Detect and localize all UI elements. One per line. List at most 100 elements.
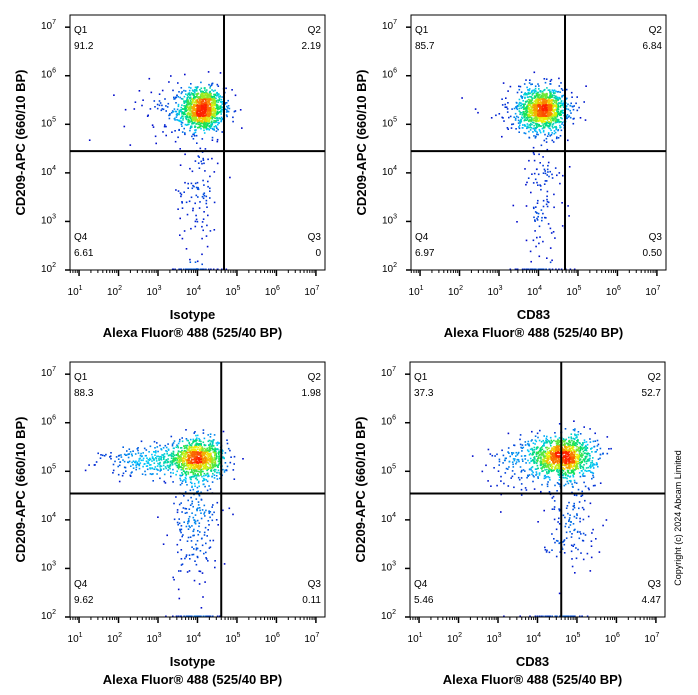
data-point (500, 493, 502, 496)
data-point (526, 108, 529, 110)
data-point (196, 87, 198, 90)
data-point (192, 505, 194, 508)
data-point (534, 129, 536, 132)
tick-exponent: 6 (276, 632, 280, 639)
x-tick-label: 107 (304, 632, 319, 645)
data-point (534, 89, 537, 92)
data-point (548, 104, 550, 107)
y-tick-label: 107 (382, 19, 397, 32)
data-point (203, 447, 206, 450)
data-point (180, 109, 182, 111)
data-point (559, 124, 561, 127)
data-point (527, 177, 530, 179)
data-point (194, 131, 197, 134)
data-point (166, 465, 169, 467)
data-point (217, 112, 219, 115)
data-point (166, 106, 169, 108)
data-point (509, 85, 512, 88)
data-point (529, 124, 532, 126)
data-point (552, 105, 554, 107)
data-point (180, 123, 183, 126)
data-point (196, 114, 199, 117)
data-point (224, 102, 227, 104)
data-point (138, 90, 141, 92)
data-point (218, 99, 221, 102)
data-point (208, 129, 211, 131)
data-point (568, 215, 570, 217)
data-point (212, 445, 215, 447)
data-point (200, 160, 202, 163)
data-point (165, 446, 168, 449)
quadrant-value-q2: 6.84 (643, 41, 663, 52)
data-point (567, 512, 569, 515)
data-point (221, 108, 224, 111)
data-point (540, 115, 543, 117)
data-point (120, 456, 123, 458)
data-point (206, 489, 209, 492)
data-point (198, 120, 201, 122)
data-point (556, 482, 559, 484)
data-point (218, 98, 221, 100)
data-point (551, 95, 553, 97)
data-point (186, 451, 189, 454)
data-point (221, 131, 223, 133)
data-point (590, 556, 593, 559)
data-point (172, 455, 175, 458)
data-point (208, 95, 210, 97)
data-point (192, 553, 195, 556)
data-point (537, 133, 539, 136)
data-point (182, 117, 184, 119)
data-point (507, 485, 510, 487)
data-point (545, 141, 548, 143)
data-point (523, 124, 526, 126)
data-point (196, 462, 198, 464)
data-point (543, 435, 545, 437)
data-point (185, 459, 187, 462)
data-point (535, 120, 538, 123)
data-point (166, 450, 168, 453)
data-point (202, 480, 204, 482)
data-point (187, 99, 189, 101)
data-point (177, 455, 180, 458)
data-point (554, 435, 557, 438)
data-point (196, 90, 198, 92)
data-point (185, 555, 187, 558)
data-point (594, 451, 597, 453)
data-point (555, 128, 557, 131)
data-point (156, 442, 158, 444)
data-point (544, 97, 547, 100)
plot-3: 101 102 103 104 105 106 107102103104105106107Q… (13, 361, 326, 687)
data-point (214, 454, 216, 456)
data-point (548, 111, 550, 113)
data-point (176, 509, 179, 511)
data-point (519, 85, 522, 88)
data-point (504, 472, 507, 474)
data-point (160, 465, 163, 468)
data-point (194, 615, 197, 618)
data-point (196, 113, 198, 116)
data-point (207, 114, 210, 116)
data-point (217, 128, 219, 131)
data-point (215, 125, 218, 128)
data-point (176, 444, 178, 446)
data-point (210, 95, 212, 98)
data-point (533, 488, 536, 490)
data-point (139, 454, 142, 457)
data-point (184, 450, 186, 452)
data-point (110, 452, 112, 454)
x-tick-label: 105 (225, 632, 240, 645)
data-point (206, 104, 208, 106)
data-point (565, 537, 568, 539)
data-point (200, 268, 203, 271)
data-point (208, 83, 210, 86)
data-point (538, 153, 540, 156)
data-point (217, 94, 220, 96)
tick-base: 10 (448, 287, 460, 298)
data-point (555, 125, 557, 128)
data-point (163, 461, 166, 463)
data-point (204, 107, 206, 109)
data-point (203, 456, 206, 459)
data-point (523, 110, 525, 113)
x-tick-label: 104 (527, 285, 542, 298)
data-point (188, 447, 191, 450)
